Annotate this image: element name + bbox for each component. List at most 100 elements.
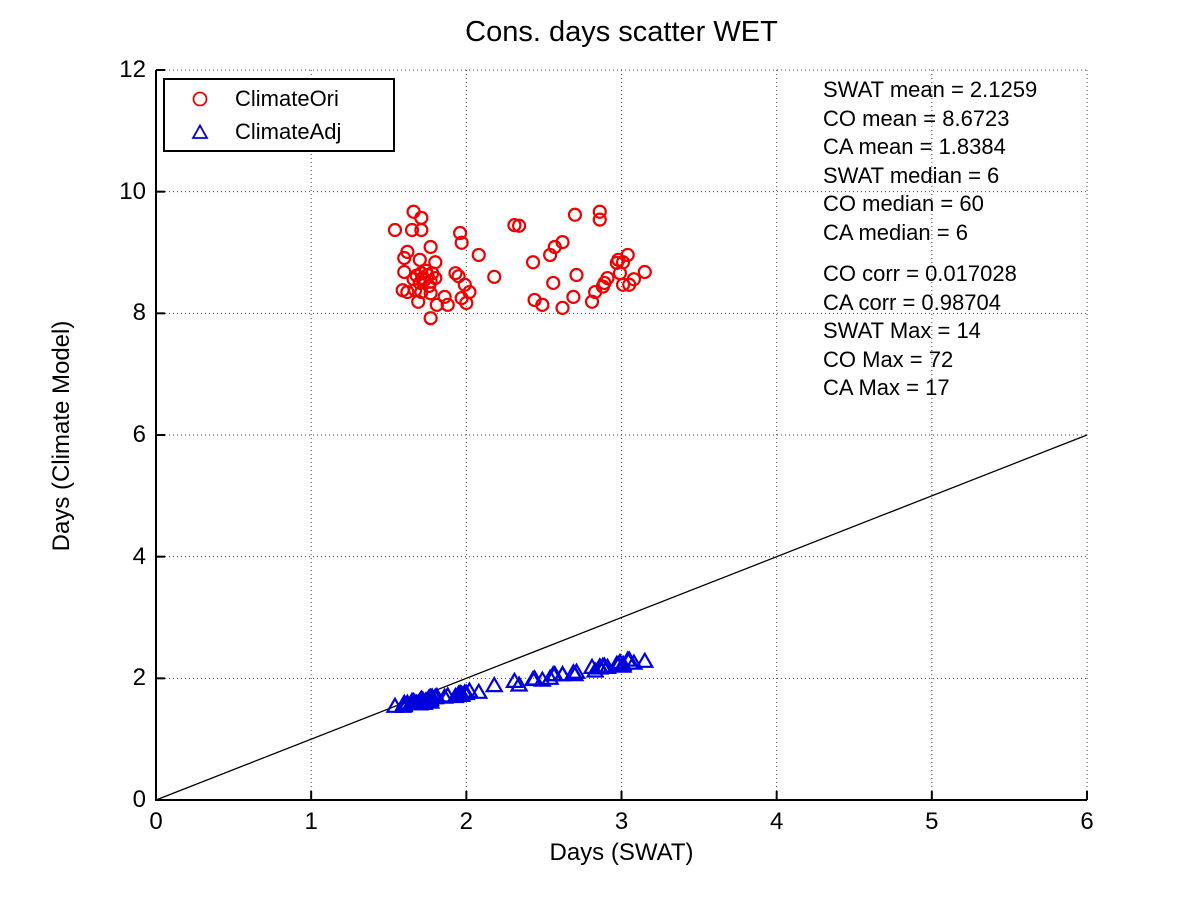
x-tick-label: 2 [459, 808, 473, 835]
data-point-climateori [487, 269, 502, 284]
y-tick-label: 8 [132, 299, 146, 327]
data-point-climateadj [410, 694, 430, 711]
x-tick-label: 6 [1080, 808, 1094, 835]
chart-title: Cons. days scatter WET [465, 16, 778, 48]
stat-line: CO mean = 8.6723 [823, 105, 1010, 131]
data-point-climateadj [635, 651, 655, 668]
data-point-climateori [421, 278, 437, 294]
data-point-climateori [414, 222, 429, 238]
data-point-climateadj [452, 685, 472, 702]
data-point-climateori [595, 279, 610, 294]
y-tick-label: 4 [132, 542, 146, 570]
data-point-climateori [400, 284, 415, 300]
data-point-climateori [454, 235, 469, 250]
legend-item-climateadj: ClimateAdj [165, 119, 393, 145]
legend-label: ClimateAdj [235, 118, 342, 144]
data-point-climateadj [563, 663, 583, 680]
data-point-climateori [397, 264, 412, 280]
data-point-climateori [451, 269, 466, 284]
data-point-climateadj [484, 675, 504, 693]
y-tick-label: 10 [119, 177, 146, 205]
stat-line: CO Max = 72 [823, 346, 954, 372]
y-tick-label: 0 [132, 786, 146, 813]
data-point-climateori [448, 266, 463, 281]
data-point-climateadj [613, 654, 633, 671]
data-point-climateori [397, 250, 412, 266]
stat-line: CA mean = 1.8384 [823, 134, 1006, 159]
data-point-climateori [459, 295, 474, 311]
data-point-climateori [387, 222, 403, 238]
legend-box: ClimateOri ClimateAdj [163, 78, 395, 152]
data-point-climateori [471, 247, 486, 263]
climateori-circle-icon [165, 90, 235, 108]
data-point-climateori [546, 275, 561, 291]
x-tick-label: 5 [925, 808, 939, 835]
stats-block-2: CO corr = 0.017028 CA corr = 0.98704 SWA… [823, 260, 1017, 403]
x-tick-label: 4 [769, 808, 784, 835]
data-point-climateori [507, 218, 522, 233]
stat-line: SWAT median = 6 [823, 162, 1000, 188]
data-point-climateadj [598, 657, 617, 674]
legend-label: ClimateOri [235, 85, 339, 111]
stat-line: CA median = 6 [823, 219, 968, 245]
data-point-climateori [592, 212, 607, 227]
data-point-climateadj [624, 653, 644, 670]
data-point-climateori [615, 277, 631, 292]
data-point-climateadj [509, 675, 529, 692]
y-tick-label: 6 [132, 421, 146, 448]
data-point-climateori [567, 207, 583, 222]
data-point-climateori [423, 286, 438, 301]
data-point-climateori [453, 225, 468, 241]
data-point-climateori [406, 272, 421, 287]
data-point-climateadj [404, 692, 423, 710]
data-point-climateori [525, 255, 541, 270]
data-point-climateori [566, 289, 581, 305]
stat-line: CA corr = 0.98704 [823, 289, 1001, 315]
stat-line: SWAT mean = 2.1259 [823, 77, 1038, 102]
stats-block-1: SWAT mean = 2.1259 CO mean = 8.6723 CA m… [823, 76, 1037, 247]
data-point-climateori [423, 239, 438, 255]
legend-item-climateori: ClimateOri [165, 86, 393, 112]
data-point-climateadj [460, 681, 479, 698]
data-point-climateadj [582, 657, 602, 674]
data-point-climateori [543, 247, 558, 263]
data-point-climateori [626, 272, 642, 287]
data-point-climateori [423, 311, 438, 326]
data-point-climateori [511, 218, 527, 233]
data-point-climateori [592, 204, 607, 219]
data-point-climateadj [543, 664, 563, 682]
data-point-climateadj [553, 664, 572, 682]
data-point-climateori [535, 297, 550, 312]
data-point-climateori [457, 277, 472, 292]
x-tick-label: 3 [614, 808, 629, 835]
identity-line [155, 434, 1088, 801]
data-point-climateadj [438, 686, 458, 703]
data-point-climateori [411, 294, 426, 309]
stat-line: CA Max = 17 [823, 375, 950, 400]
data-point-climateadj [532, 670, 552, 687]
stat-line: CO corr = 0.017028 [823, 261, 1017, 286]
x-tick-label: 1 [304, 808, 318, 835]
data-point-climateori [440, 297, 455, 312]
data-point-climateadj [456, 683, 476, 701]
data-point-climateori [584, 294, 600, 309]
stat-line: SWAT Max = 14 [823, 318, 981, 343]
x-tick-label: 0 [149, 808, 163, 835]
x-axis-label: Days (SWAT) [549, 839, 694, 866]
climateadj-triangle-icon [165, 123, 235, 141]
data-point-climateori [418, 263, 434, 278]
data-point-climateori [637, 264, 652, 280]
stat-line: CO median = 60 [823, 191, 984, 216]
y-tick-label: 12 [119, 56, 146, 83]
data-point-climateadj [593, 656, 613, 673]
data-point-climateori [569, 267, 584, 283]
y-tick-label: 2 [132, 664, 146, 692]
data-point-climateori [620, 247, 635, 263]
data-point-climateadj [419, 688, 439, 705]
data-point-climateori [555, 300, 570, 315]
data-point-climateori [437, 289, 452, 305]
data-point-climateori [412, 252, 427, 267]
data-point-climateori [404, 222, 420, 238]
